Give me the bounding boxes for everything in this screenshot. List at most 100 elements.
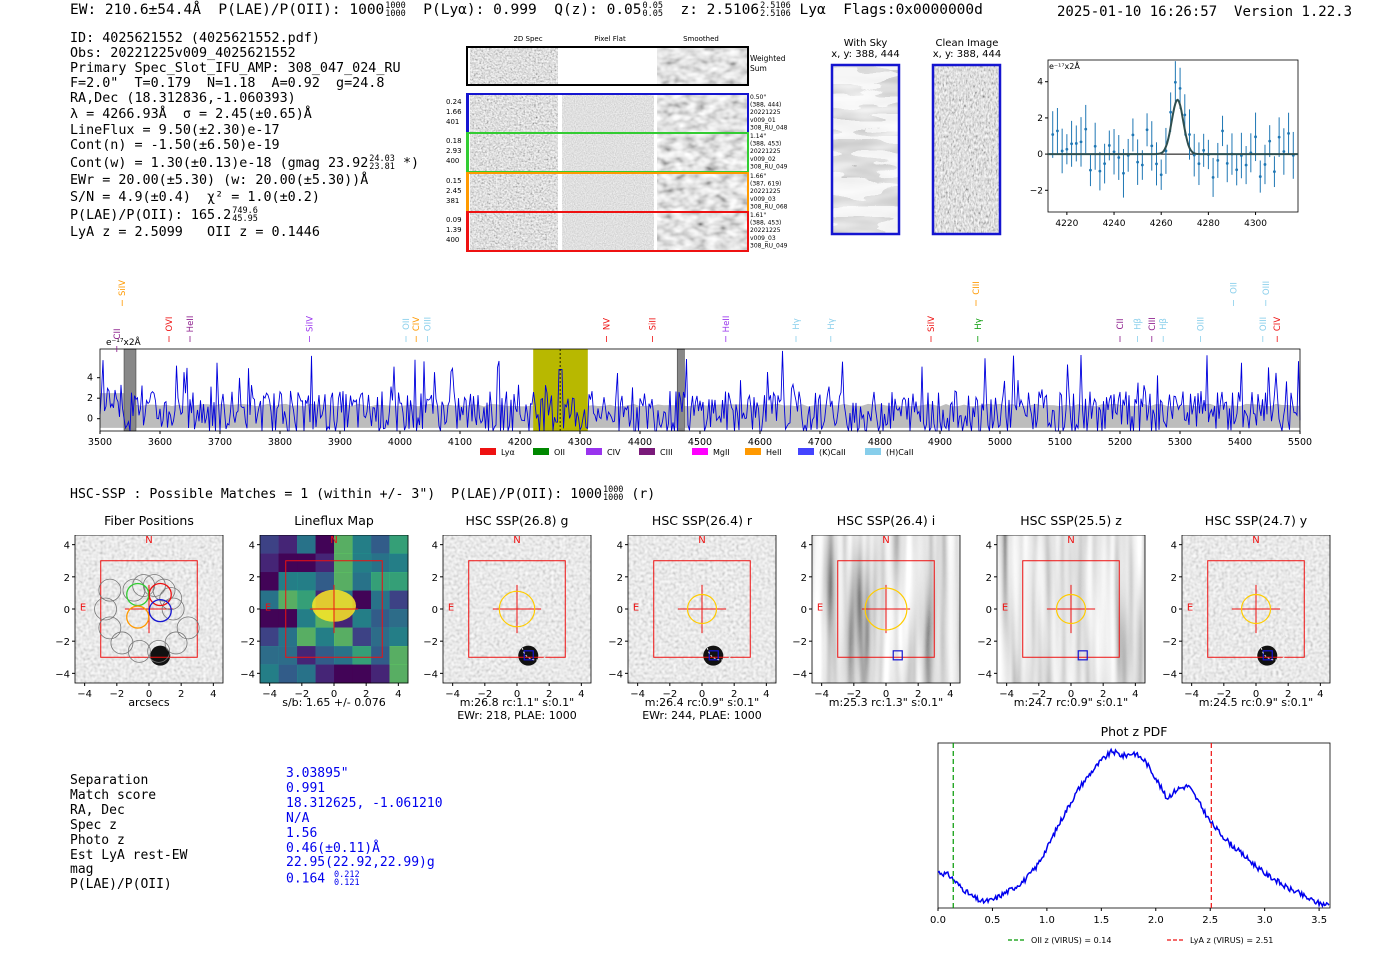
summary-contw-tail: *) <box>402 156 420 171</box>
spectrum-line-label: OIII <box>1262 281 1272 295</box>
hsc-match-box <box>523 650 534 661</box>
hsc-xtick-label: −4 <box>814 689 829 700</box>
summary-ewr: EWr = 20.00(±5.30) (w: 20.00(±5.30))Å <box>70 173 369 188</box>
summary-contw-frac: 24.03 23.81 <box>369 155 395 172</box>
full-spectrum-plot: e⁻¹⁷x2Å 3500 3600 3700 3800 3900 4000 4100 4200 4… <box>87 280 1312 457</box>
lineflux-cell <box>352 609 372 628</box>
linefit-point <box>1277 135 1281 139</box>
linefit-point <box>1093 144 1097 148</box>
hsc-xtick-label: 2 <box>178 689 184 700</box>
lineflux-cell <box>334 535 353 554</box>
lineflux-cell <box>260 535 279 554</box>
hsc-xtick-label: 0 <box>883 689 889 700</box>
linefit-point <box>1202 148 1206 152</box>
hsc-ytick-label: 2 <box>249 573 255 584</box>
cutout-gap <box>558 133 562 172</box>
hsc-xtick-label: 0 <box>146 689 152 700</box>
fiber-cutouts: 2D Spec Pixel Flat Smoothed Weighted Sum… <box>446 35 788 252</box>
hsc-ellipse <box>1260 631 1290 661</box>
photz-title: Phot z PDF <box>1101 724 1168 739</box>
hsc-panel-caption: arcsecs <box>55 696 243 709</box>
linefit-point <box>1155 162 1158 166</box>
linefit-point <box>1145 128 1149 132</box>
hsc-xtick-label: 0 <box>331 689 337 700</box>
cutout-row-info: v009_03 <box>750 196 776 203</box>
linefit-ytick-label: 0 <box>1037 150 1043 160</box>
spectrum-legend-swatch <box>865 448 881 455</box>
lineflux-cell <box>260 664 279 684</box>
cutout-row: 0.15 2.45 381 1.66"(387, 619)20221225v009_0… <box>446 172 788 213</box>
match-plae-hi: 0.212 <box>333 870 360 881</box>
lineflux-cell <box>278 553 298 573</box>
lineflux-cell <box>297 646 316 665</box>
header-plya: P(Lyα): 0.999 <box>423 2 537 18</box>
lineflux-cell <box>297 664 316 684</box>
linefit-point <box>1211 176 1215 179</box>
weighted-frame <box>466 46 749 86</box>
hsc-panel: N E −4 −4 −2 −2 0 0 2 2 4 4 <box>792 535 961 700</box>
cutout-row-info: v009_01 <box>750 117 776 124</box>
spectrum-ytick-label: 0 <box>87 414 93 425</box>
hsc-heading-tail: (r) <box>631 487 656 502</box>
hsc-xtick-label: 2 <box>731 689 737 700</box>
linefit-point <box>1235 168 1239 172</box>
match-value-text: 0.46(±0.11)Å <box>286 840 380 856</box>
hsc-ytick-label: −2 <box>240 637 255 648</box>
summary-plae-frac: 749.6 45.95 <box>232 206 258 224</box>
cutout-row-info: (387, 619) <box>750 181 781 188</box>
cutout-smoothed <box>657 133 747 172</box>
summary-plae-hi: 749.6 <box>232 206 258 216</box>
summary-fit: F=2.0" T=0.179 N=1.18 A=0.92 g=24.8 <box>70 76 385 91</box>
summary-lyaz: LyA z = 2.5099 OII z = 0.1446 <box>70 225 320 240</box>
hsc-ytick-label: 4 <box>986 541 992 552</box>
lineflux-cell <box>278 535 298 554</box>
lineflux-cell <box>278 664 298 684</box>
cutout-row-marker <box>466 94 469 133</box>
hsc-ytick-label: −2 <box>1162 637 1177 648</box>
summary-sn: S/N = 4.9(±0.4) χ² = 1.0(±0.2) <box>70 190 320 205</box>
hsc-ytick-label: 4 <box>249 541 255 552</box>
hsc-xtick-label: −2 <box>477 689 492 700</box>
fiber-circle <box>94 597 117 621</box>
match-value: 0.164 0.212 0.121 <box>286 870 360 888</box>
hsc-xtick-label: −4 <box>445 689 460 700</box>
cutout-gap <box>654 173 657 212</box>
lineflux-cell <box>389 572 409 591</box>
match-value-text: 22.95(22.92,22.99)g <box>286 855 435 871</box>
compass-north: N <box>330 535 337 546</box>
spectrum-line-label: OII <box>402 318 412 330</box>
linefit-point <box>1107 144 1111 147</box>
fiber-circle <box>152 578 176 602</box>
hsc-xtick-label: 4 <box>1132 689 1138 700</box>
linefit-xtick-label: 4240 <box>1103 219 1126 229</box>
linefit-point <box>1258 175 1262 178</box>
lineflux-cell <box>278 572 298 591</box>
match-label: Est LyA rest-EW <box>70 847 188 863</box>
hsc-search-box <box>468 560 566 658</box>
hsc-xtick-label: 0 <box>1068 689 1074 700</box>
lineflux-cell <box>297 590 316 610</box>
match-label: Photo z <box>70 832 125 848</box>
compass-east: E <box>1002 603 1008 614</box>
hsc-panel-title: HSC SSP(24.7) y <box>1204 513 1308 528</box>
hsc-panel: N E −4 −4 −2 −2 0 0 2 2 4 4 <box>55 535 224 700</box>
hsc-ytick-label: 0 <box>617 605 623 616</box>
lineflux-cell <box>371 664 390 684</box>
lineflux-cell <box>334 572 353 591</box>
header-summary: EW: 210.6±54.4Å P(LAE)/P(OII): 1000 1000 1… <box>70 2 983 19</box>
cutout-row-info: (388, 453) <box>750 141 781 148</box>
spectrum-legend-swatch <box>745 448 761 455</box>
photz-frame <box>937 742 1331 909</box>
cutout-2dspec <box>470 173 558 212</box>
cutout-row-stat: 381 <box>446 197 459 205</box>
spectrum-line-label: HeII <box>722 316 732 333</box>
fiber-circle-selected <box>148 598 172 623</box>
spectrum-xtick-label: 4100 <box>448 437 472 448</box>
lineflux-cell <box>352 646 372 665</box>
lineflux-cell <box>352 627 372 647</box>
spectrum-legend-swatch <box>639 448 655 455</box>
with-sky-image <box>832 65 899 234</box>
lineflux-cell <box>352 664 372 684</box>
hsc-search-box <box>1022 560 1120 658</box>
